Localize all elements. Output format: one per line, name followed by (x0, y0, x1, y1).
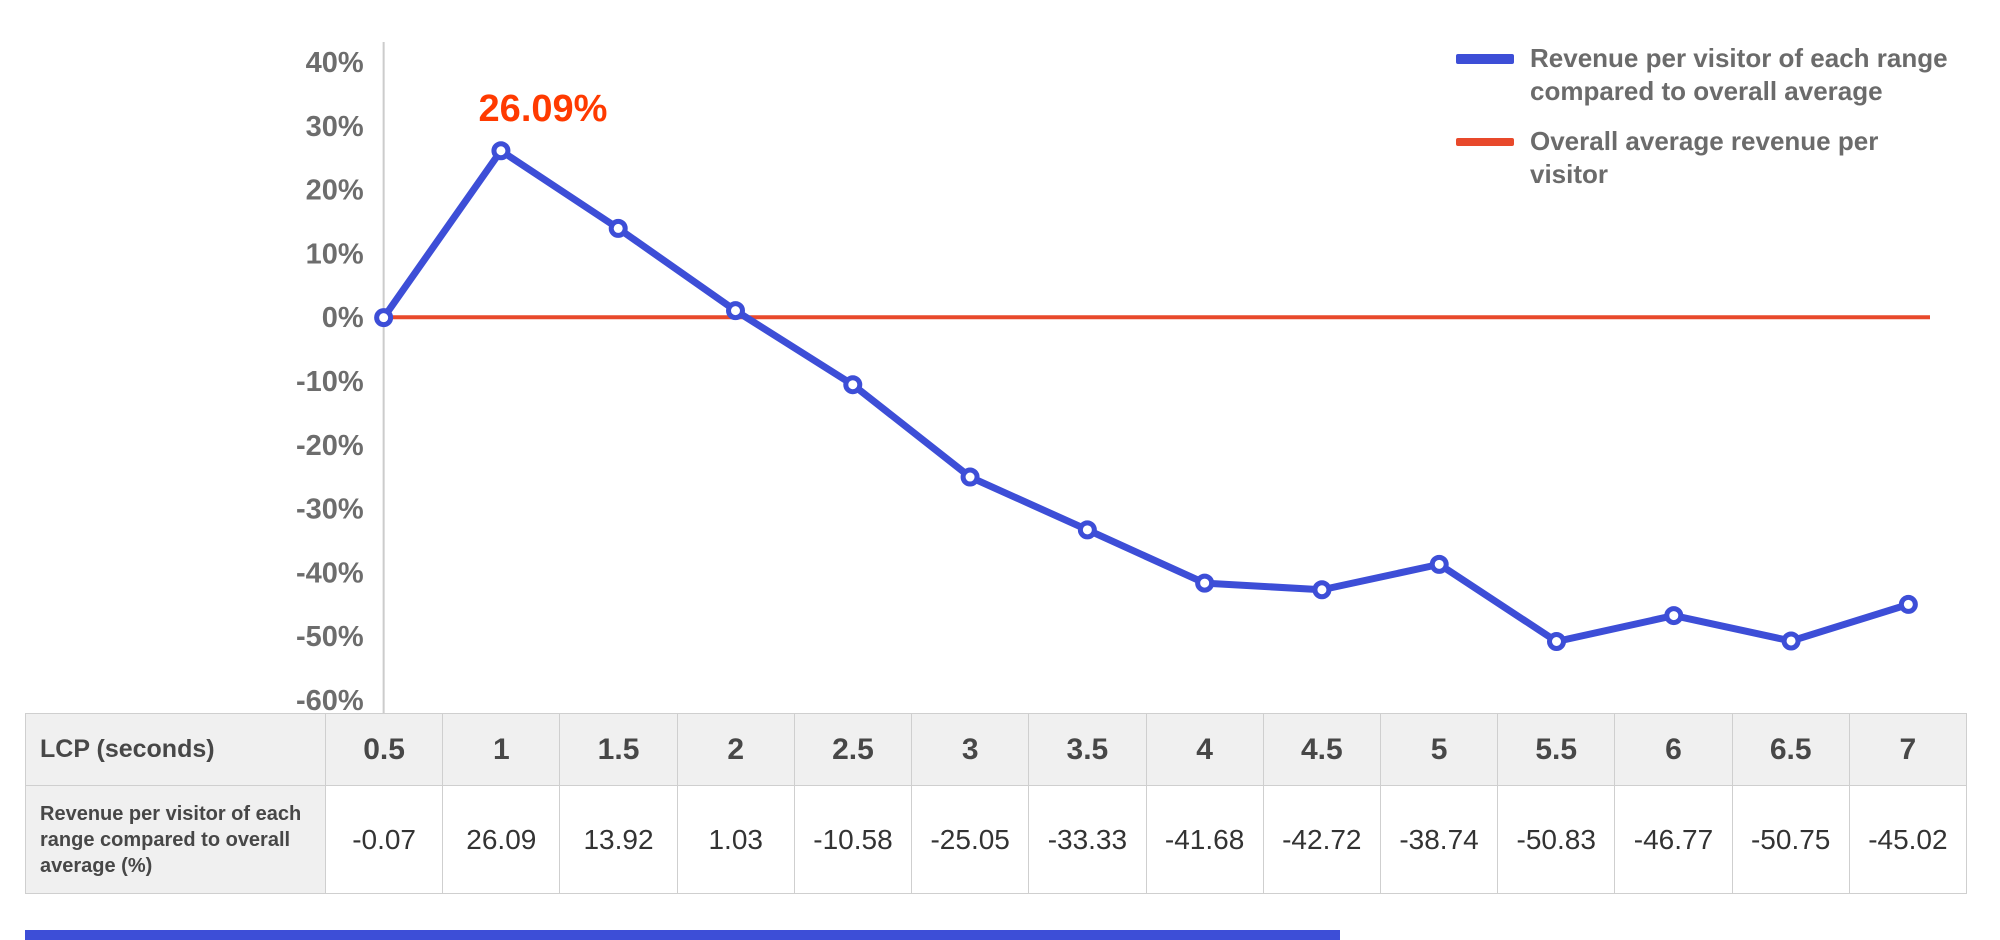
data-point-marker (374, 308, 394, 328)
data-point-marker (726, 301, 745, 321)
revenue-line-swatch-icon (1456, 54, 1514, 64)
data-point-marker (1898, 594, 1918, 614)
legend-label-revenue: Revenue per visitor of each range compar… (1530, 43, 1948, 107)
data-point-marker (1429, 554, 1449, 574)
y-axis-tick-label: 20% (306, 175, 364, 207)
y-axis-tick-label: 10% (306, 238, 364, 270)
table-cell-value: -42.72 (1263, 786, 1381, 894)
y-axis-tick-label: -60% (296, 685, 364, 717)
average-line-swatch-icon (1456, 137, 1514, 146)
y-axis-tick-label: -50% (296, 621, 364, 653)
revenue-line (380, 147, 1912, 645)
table-column-header: 1 (443, 714, 561, 786)
table-cell-value: -33.33 (1029, 786, 1147, 894)
peak-value-annotation: 26.09% (478, 88, 608, 130)
table-cell-value: -0.07 (326, 786, 444, 894)
legend-item-average: Overall average revenue per visitor (1456, 125, 1966, 192)
data-point-marker (1195, 573, 1215, 593)
table-column-header: 1.5 (560, 714, 678, 786)
table-column-header: 2.5 (794, 714, 913, 786)
y-axis-tick-label: -10% (296, 366, 364, 398)
table-cell-value: -50.75 (1732, 786, 1850, 894)
data-table: LCP (seconds) 0.5 1 1.5 2 2.5 3 3.5 4 4.5 5 5.5 6 6.5… (25, 713, 1967, 894)
data-point-marker (960, 467, 980, 487)
data-point-marker (1781, 631, 1801, 651)
data-point-marker (1077, 520, 1097, 540)
table-column-header: 4.5 (1263, 714, 1381, 786)
table-cell-value: -50.83 (1498, 786, 1616, 894)
table-cell-value: -25.05 (912, 786, 1030, 894)
table-cell-value: -41.68 (1146, 786, 1264, 894)
y-axis-tick-label: -40% (296, 557, 364, 589)
bottom-blue-bar (25, 930, 1340, 940)
y-axis-tick-label: 0% (322, 302, 364, 334)
table-column-header: 2 (677, 714, 795, 786)
legend-label-average: Overall average revenue per visitor (1530, 125, 1879, 189)
table-cell-value: -10.58 (794, 786, 913, 894)
data-point-marker (608, 218, 628, 238)
table-column-header: 5.5 (1498, 714, 1616, 786)
table-cell-value: 1.03 (677, 786, 795, 894)
table-cell-value: -38.74 (1380, 786, 1499, 894)
y-axis-tick-label: 40% (306, 47, 364, 79)
table-row-header-revenue: Revenue per visitor of each range compar… (26, 786, 326, 894)
data-point-marker (843, 375, 863, 395)
table-column-header: 5 (1380, 714, 1499, 786)
y-axis-tick-label: 30% (306, 111, 364, 143)
data-point-marker (1664, 606, 1684, 626)
table-column-header: 6.5 (1732, 714, 1850, 786)
y-axis-tick-label: -20% (296, 430, 364, 462)
data-point-marker (1312, 580, 1332, 600)
table-column-header: 0.5 (326, 714, 444, 786)
table-cell-value: -46.77 (1615, 786, 1733, 894)
table-cell-value: 26.09 (443, 786, 561, 894)
data-point-marker (1547, 631, 1566, 651)
y-axis-tick-label: -30% (296, 494, 364, 526)
table-column-header: 3 (912, 714, 1030, 786)
data-point-marker (491, 141, 511, 161)
chart-legend: Revenue per visitor of each range compar… (1456, 42, 1966, 191)
table-column-header: 3.5 (1029, 714, 1147, 786)
legend-item-revenue: Revenue per visitor of each range compar… (1456, 42, 1966, 109)
table-column-header: 6 (1615, 714, 1733, 786)
table-cell-value: 13.92 (560, 786, 678, 894)
table-cell-value: -45.02 (1849, 786, 1967, 894)
table-column-header: 4 (1146, 714, 1264, 786)
table-row-header-lcp: LCP (seconds) (26, 714, 326, 786)
table-column-header: 7 (1849, 714, 1967, 786)
